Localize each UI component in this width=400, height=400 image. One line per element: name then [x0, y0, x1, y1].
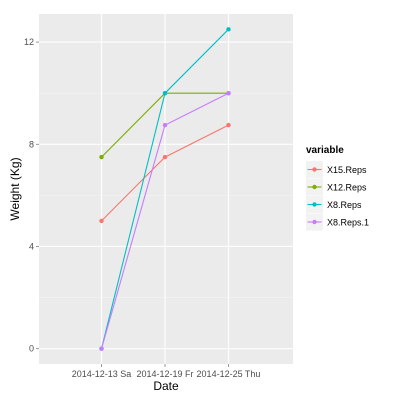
- data-point: [226, 122, 231, 128]
- legend-title: variable: [306, 145, 344, 156]
- series-layer: [99, 27, 231, 351]
- legend-key-point: [312, 219, 317, 225]
- y-tick-label: 0: [29, 344, 34, 354]
- data-point: [226, 27, 231, 32]
- legend-items: X15.Reps X12.Reps X8.Reps X8.Reps.1: [306, 161, 369, 231]
- x-axis-title: Date: [153, 379, 179, 393]
- legend-label: X15.Reps: [327, 165, 367, 175]
- data-point: [162, 154, 168, 160]
- y-tick-label: 8: [29, 139, 34, 149]
- y-tick-label: 4: [29, 241, 34, 251]
- data-point: [99, 346, 104, 351]
- legend-label: X8.Reps.1: [327, 218, 369, 228]
- plot-panel: [39, 14, 293, 364]
- data-point: [162, 122, 168, 128]
- legend-key-point: [312, 202, 317, 207]
- y-axis-title: Weight (Kg): [8, 157, 22, 220]
- data-point: [162, 90, 168, 96]
- legend-label: X8.Reps: [327, 200, 362, 210]
- x-axis-ticks: 2014-12-13 Sa 2014-12-19 Fr 2014-12-25 Thu: [72, 364, 261, 379]
- legend-label: X12.Reps: [327, 183, 367, 193]
- legend: variable X15.Reps X12.Reps X8.Reps X8.Reps.…: [306, 145, 369, 231]
- data-point: [99, 154, 104, 160]
- data-point: [226, 90, 231, 96]
- y-axis-ticks: 0 4 8 12: [24, 37, 39, 354]
- gridlines: [39, 14, 293, 364]
- x-tick-label: 2014-12-13 Sa: [72, 369, 132, 379]
- y-tick-label: 12: [24, 37, 34, 47]
- data-point: [99, 218, 104, 224]
- x-tick-label: 2014-12-25 Thu: [197, 369, 261, 379]
- x-tick-label: 2014-12-19 Fr: [136, 369, 193, 379]
- legend-key-point: [312, 167, 317, 172]
- legend-key-point: [312, 184, 317, 190]
